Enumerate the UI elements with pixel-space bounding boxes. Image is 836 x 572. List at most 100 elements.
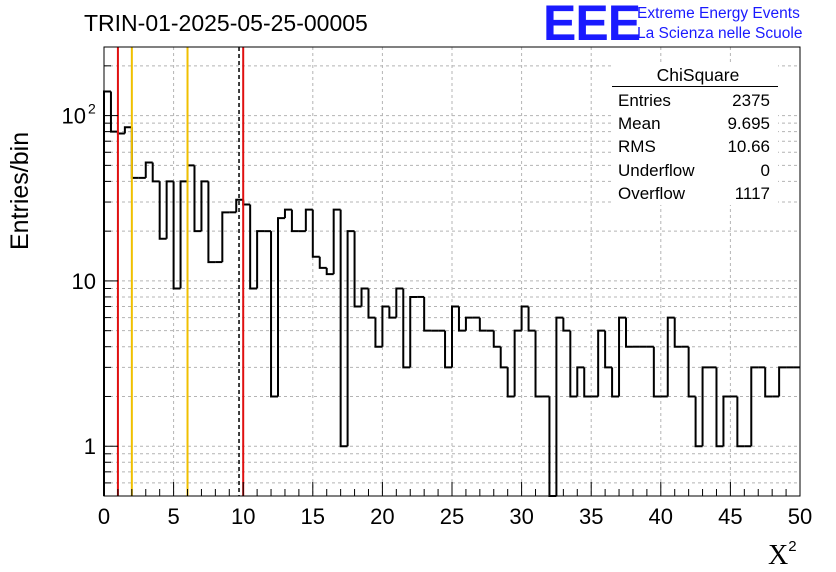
stats-title: ChiSquare <box>612 64 778 87</box>
histogram-bin <box>388 306 397 319</box>
histogram-bin <box>346 230 355 447</box>
stat-label: Overflow <box>618 183 686 203</box>
x-tick-label: 20 <box>370 504 394 529</box>
histogram-bin <box>736 396 745 448</box>
histogram-bin <box>395 287 404 318</box>
y-tick-label: 10 <box>72 269 96 294</box>
x-tick-label: 10 <box>231 504 255 529</box>
histogram-bin <box>694 396 703 448</box>
histogram-bin <box>235 198 244 213</box>
histogram-bin <box>506 367 515 398</box>
logo-line-2: La Scienza nelle Scuole <box>637 25 803 42</box>
histogram-bin <box>207 181 216 264</box>
grid-layer <box>104 47 800 497</box>
histogram-bin <box>186 164 195 182</box>
histogram-bin <box>652 346 661 398</box>
histogram-bin <box>402 288 411 369</box>
x-tick-label: 50 <box>788 504 812 529</box>
histogram-bin <box>597 329 606 397</box>
x-tick-label: 45 <box>718 504 742 529</box>
histogram-bin <box>576 366 585 397</box>
histogram-bin <box>283 208 292 219</box>
x-tick-label: 0 <box>98 504 110 529</box>
histogram-bin <box>249 204 258 290</box>
histogram-bin <box>158 181 167 240</box>
x-tick-label: 25 <box>440 504 464 529</box>
stat-row-underflow: Underflow 0 <box>612 159 778 182</box>
histogram-bin <box>764 367 773 398</box>
histogram-bin <box>499 346 508 369</box>
histogram-bin <box>165 180 174 239</box>
histogram-bin <box>722 395 731 447</box>
histogram-bin <box>109 91 118 133</box>
stat-value: 0 <box>760 160 770 180</box>
histogram-bin <box>200 180 209 232</box>
x-tick-label: 40 <box>649 504 673 529</box>
histogram-bin <box>423 296 432 332</box>
histogram-bin <box>290 209 299 233</box>
x-tick-label: 15 <box>301 504 325 529</box>
histogram-bin <box>513 329 522 397</box>
histogram-bin <box>325 267 334 276</box>
histogram-bin <box>360 287 369 307</box>
histogram-bin <box>409 295 418 368</box>
x-tick-label: 5 <box>167 504 179 529</box>
histogram-bin <box>527 306 536 332</box>
stat-row-overflow: Overflow 1117 <box>612 182 778 205</box>
stat-value: 10.66 <box>727 137 770 157</box>
histogram-bin <box>151 162 160 183</box>
histogram-bin <box>715 367 724 448</box>
histogram-bin <box>625 317 633 348</box>
histogram-bin <box>374 317 383 348</box>
histogram-bin <box>457 306 466 332</box>
histogram-bin <box>555 316 564 496</box>
eee-logo: EEE <box>543 0 641 51</box>
histogram-bin <box>444 330 452 369</box>
histogram-bin <box>339 209 348 448</box>
histogram-bin <box>179 180 188 289</box>
stat-label: RMS <box>618 137 656 157</box>
y-tick-label: 10 <box>62 104 86 129</box>
x-tick-label: 30 <box>509 504 533 529</box>
stat-value: 9.695 <box>727 114 770 134</box>
histogram-bin <box>611 367 620 398</box>
histogram-bin <box>562 317 571 332</box>
histogram-bin <box>304 208 313 232</box>
histogram-bin <box>144 161 153 178</box>
histogram-bin <box>172 181 181 290</box>
stat-row-mean: Mean 9.695 <box>612 112 778 135</box>
histogram-bin <box>583 367 592 398</box>
histogram-bin <box>256 230 265 289</box>
histogram-bin <box>701 366 710 447</box>
logo-line-1: Extreme Energy Events <box>637 5 800 22</box>
stat-row-entries: Entries 2375 <box>612 89 778 112</box>
chart-title: TRIN-01-2025-05-25-00005 <box>84 10 368 36</box>
histogram-bin <box>750 366 759 447</box>
histogram-bin <box>666 316 675 397</box>
histogram-bin <box>318 256 327 269</box>
stat-label: Entries <box>618 91 671 110</box>
histogram-bin <box>569 330 578 398</box>
histogram-bin <box>311 209 320 258</box>
histogram-bin <box>381 305 390 347</box>
histogram-bin <box>451 305 459 368</box>
histogram-bin <box>778 366 787 397</box>
x-axis-label-superscript: 2 <box>788 538 797 555</box>
histogram-bin <box>534 330 543 398</box>
histogram-bin <box>123 126 132 134</box>
marker-lines <box>116 47 245 496</box>
histogram-bin <box>277 217 285 397</box>
histogram-bin <box>673 317 682 348</box>
y-tick-label-superscript: 2 <box>88 101 96 117</box>
histogram-bin <box>618 316 626 397</box>
y-axis-label: Entries/bin <box>6 131 34 250</box>
stat-value: 1117 <box>734 183 770 203</box>
histogram-bin <box>604 330 613 369</box>
stat-row-rms: RMS 10.66 <box>612 135 778 158</box>
histogram-bin <box>687 346 696 398</box>
histogram-bin <box>520 305 529 331</box>
x-axis-label-base: X <box>768 540 789 571</box>
histogram-bin <box>221 211 230 263</box>
